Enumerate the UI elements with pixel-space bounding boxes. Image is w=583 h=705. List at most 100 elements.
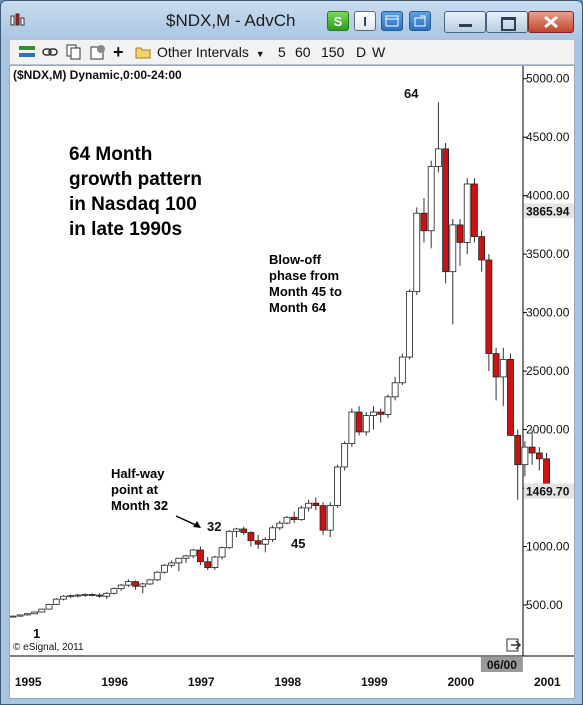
candle-body: [370, 411, 377, 416]
x-tick-label: 1999: [361, 675, 388, 689]
candle-body: [434, 148, 442, 167]
candle-body: [38, 608, 46, 613]
interval-w[interactable]: W: [372, 44, 386, 60]
s-button[interactable]: S: [327, 11, 349, 31]
other-intervals-dropdown[interactable]: Other Intervals ▼: [157, 44, 265, 60]
candle-body: [204, 561, 212, 568]
candle-body: [319, 505, 327, 531]
interval-150[interactable]: 150: [321, 44, 345, 60]
candle-body: [398, 356, 406, 384]
minimize-button[interactable]: [444, 11, 486, 33]
candle-body: [197, 549, 204, 563]
candle-body: [211, 556, 219, 568]
chart-style-icon[interactable]: [18, 44, 36, 60]
title-bar[interactable]: $NDX,M - AdvCh S I: [1, 1, 582, 39]
candle-body: [110, 588, 118, 594]
candle-body: [355, 411, 363, 433]
candle-body: [218, 547, 226, 558]
folder-icon[interactable]: [135, 44, 151, 60]
scroll-right-icon[interactable]: [506, 637, 522, 653]
candle-body: [492, 353, 500, 378]
candle-body: [247, 532, 255, 542]
candle-body: [348, 411, 356, 445]
y-tick-label: 2000.00: [526, 423, 570, 437]
properties-icon[interactable]: [90, 44, 106, 60]
i-button[interactable]: I: [354, 11, 376, 31]
candle-body: [377, 411, 385, 415]
candle-body: [103, 592, 111, 597]
candle-body: [45, 604, 53, 610]
candle-body: [499, 359, 507, 378]
candle-body: [449, 224, 457, 273]
maximize-button[interactable]: [486, 11, 528, 33]
candle-body: [10, 615, 17, 618]
candle-body: [146, 579, 154, 585]
candle-body: [406, 291, 413, 358]
candle-body: [305, 502, 313, 509]
copy-icon[interactable]: [66, 44, 82, 60]
candle-body: [161, 564, 168, 573]
candle-body: [52, 598, 60, 605]
candle-body: [485, 259, 493, 354]
blowoff-annotation: Blow-off phase from Month 45 to Month 64: [269, 252, 342, 315]
candlestick-chart[interactable]: 500.001000.001500.002000.002500.003000.0…: [10, 66, 574, 698]
candle-body: [528, 446, 536, 454]
candle-body: [297, 507, 305, 521]
candle-body: [290, 516, 298, 521]
candle-body: [139, 583, 147, 587]
candle-body: [240, 528, 248, 533]
y-tick-label: 2500.00: [526, 364, 570, 378]
candle-body: [312, 502, 320, 506]
candle-body: [254, 540, 262, 545]
candle-body: [384, 396, 392, 415]
candle-body: [427, 166, 435, 232]
month-45-label: 45: [291, 536, 306, 551]
price-marker: 1469.70: [526, 485, 570, 499]
candle-body: [175, 557, 183, 564]
chart-app-icon: [10, 13, 25, 26]
y-tick-label: 500.00: [526, 598, 563, 612]
interval-5[interactable]: 5: [278, 44, 286, 60]
interval-60[interactable]: 60: [295, 44, 311, 60]
candle-body: [168, 562, 176, 566]
chart-area[interactable]: ($NDX,M) Dynamic,0:00-24:00 500.00 1000.0…: [9, 65, 575, 699]
chart-symbol-header: ($NDX,M) Dynamic,0:00-24:00: [13, 68, 182, 82]
add-icon[interactable]: +: [113, 42, 124, 62]
chart-toolbar: + Other Intervals ▼ 5 60 150 D W: [9, 39, 575, 65]
candle-body: [341, 443, 349, 468]
candle-body: [471, 183, 478, 238]
price-marker-bg: [524, 483, 574, 499]
x-tick-label: 1997: [188, 675, 215, 689]
candle-body: [132, 581, 139, 587]
link-window-icon[interactable]: [409, 11, 431, 31]
close-icon: [544, 15, 558, 29]
other-intervals-label: Other Intervals: [157, 44, 249, 60]
x-tick-label: 1996: [101, 675, 128, 689]
x-tick-label: 1998: [274, 675, 301, 689]
y-tick-label: 3000.00: [526, 306, 570, 320]
candle-body: [24, 613, 31, 616]
candle-body: [456, 224, 464, 243]
link-icon[interactable]: [42, 44, 58, 60]
month-32-label: 32: [207, 519, 222, 534]
main-annotation: 64 Month growth pattern in Nasdaq 100 in…: [69, 144, 202, 240]
candle-body: [74, 594, 82, 597]
interval-d[interactable]: D: [356, 44, 367, 60]
candle-body: [182, 555, 190, 559]
candle-body: [391, 382, 399, 398]
window-list-icon[interactable]: [381, 11, 403, 31]
halfway-annotation: Half-way point at Month 32: [111, 466, 169, 513]
candle-body: [463, 183, 471, 243]
price-marker: 3865.94: [526, 204, 570, 218]
y-tick-label: 5000.00: [526, 72, 570, 86]
y-tick-label: 4500.00: [526, 130, 570, 144]
x-tick-label: 2000: [447, 675, 474, 689]
halfway-arrow-icon: [175, 515, 201, 528]
esignal-watermark: © eSignal, 2011: [13, 642, 84, 653]
close-button[interactable]: [528, 11, 574, 33]
chevron-down-icon: ▼: [255, 49, 265, 59]
candle-body: [535, 452, 543, 460]
candle-body: [225, 530, 233, 549]
candle-body: [521, 446, 529, 466]
